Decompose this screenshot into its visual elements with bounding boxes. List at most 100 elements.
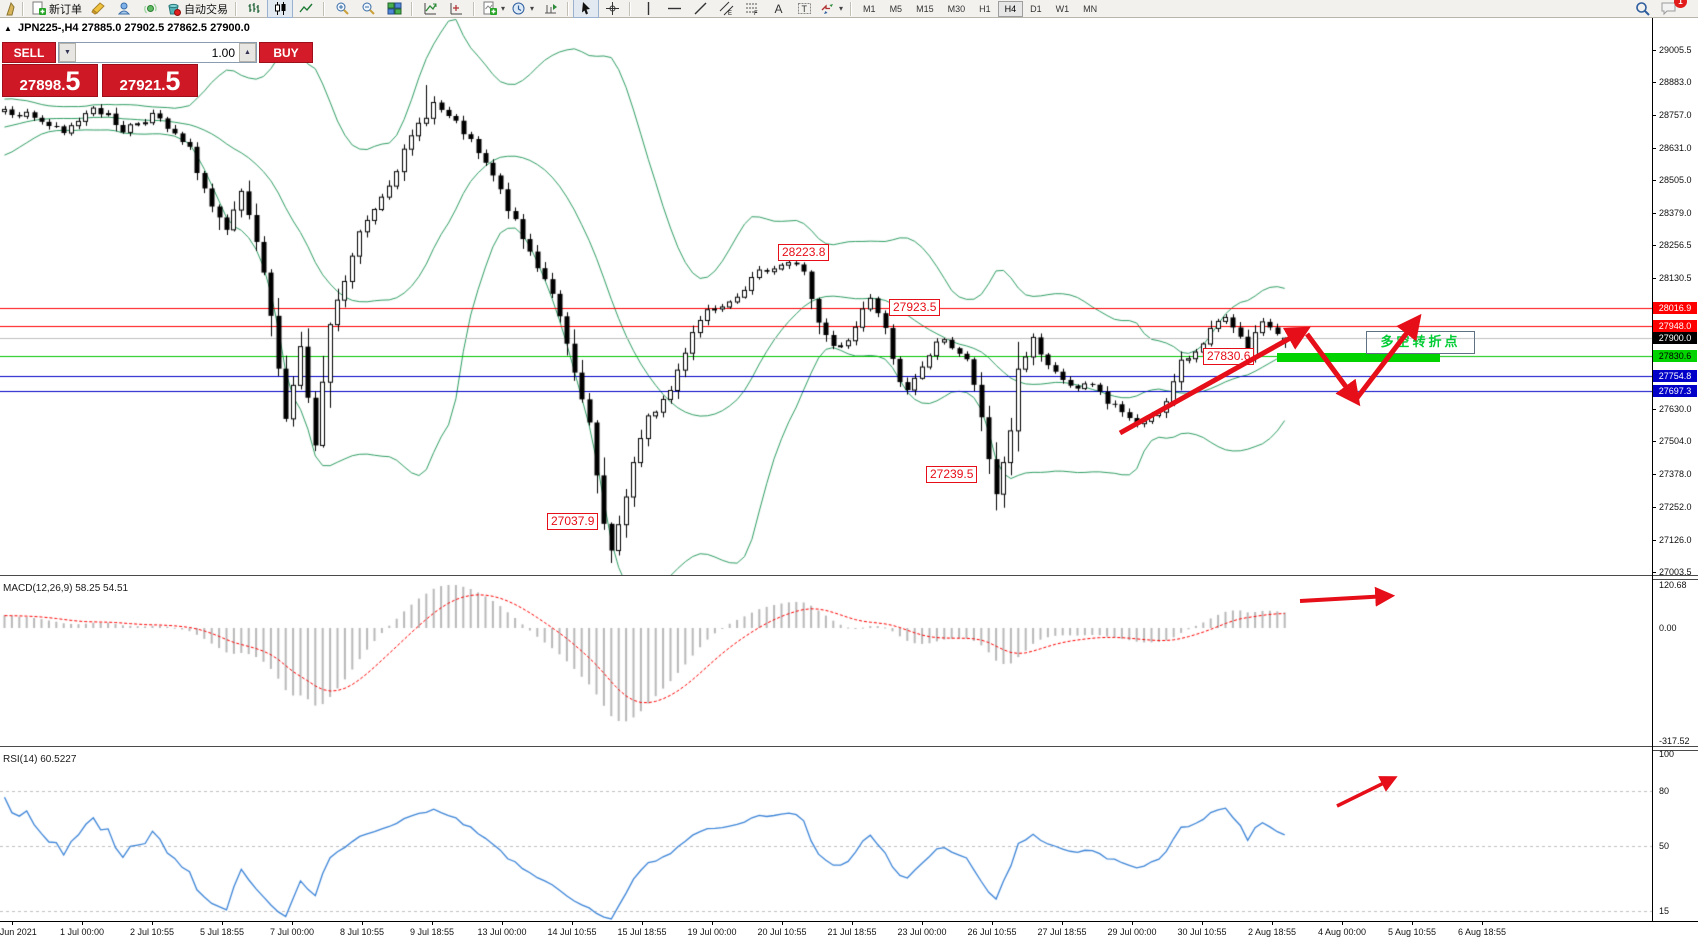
timeframe-button-m15[interactable]: M15: [916, 3, 934, 14]
price-axis-tick: [1652, 115, 1656, 116]
sell-button[interactable]: SELL: [2, 42, 56, 63]
macd-pane-canvas[interactable]: [0, 579, 1652, 746]
support-zone-band[interactable]: [1277, 353, 1440, 362]
fibonacci-tool-button[interactable]: F: [739, 0, 765, 18]
add-indicator-button[interactable]: ▾: [479, 0, 508, 18]
autotrade-button[interactable]: 自动交易: [163, 0, 231, 18]
svg-text:F: F: [754, 11, 758, 16]
timeframe-button-w1[interactable]: W1: [1055, 3, 1070, 14]
vertical-line-tool-button[interactable]: [635, 0, 661, 18]
timeframe-button-h1[interactable]: H1: [979, 3, 991, 14]
swing-price-label[interactable]: 28223.8: [778, 244, 830, 261]
period-axes-icon: [450, 3, 462, 15]
price-level-tag: 28016.9: [1653, 302, 1697, 314]
trendline-tool-button[interactable]: [687, 0, 713, 18]
channel-tool-button[interactable]: E: [713, 0, 739, 18]
rsi-value: 60.5227: [40, 754, 77, 765]
new-order-button[interactable]: 新订单: [28, 0, 85, 18]
label-tool-button[interactable]: T: [791, 0, 817, 18]
price-level-tag: 27948.0: [1653, 320, 1697, 332]
timeframe-button-m30[interactable]: M30: [947, 3, 966, 14]
text-icon: A: [774, 2, 782, 16]
time-axis-label: 30 Jul 10:55: [1177, 927, 1227, 937]
ohlc-open: 27885.0: [81, 22, 122, 34]
time-axis-label: 23 Jul 00:00: [897, 927, 947, 937]
chart-shift-button[interactable]: [537, 0, 563, 18]
time-axis-label: 4 Aug 00:00: [1317, 927, 1367, 937]
candlestick-mode-button[interactable]: [267, 0, 293, 18]
rsi-pane-canvas[interactable]: [0, 750, 1652, 921]
clipped-left-icon[interactable]: [2, 0, 18, 18]
new-order-icon: [32, 1, 46, 15]
price-axis-label: 29005.5: [1659, 45, 1692, 55]
timeframe-button-m1[interactable]: M1: [863, 3, 876, 14]
price-axis-label: 27252.0: [1659, 502, 1692, 512]
time-axis-tick: [12, 922, 13, 925]
volume-decrease-button[interactable]: ▼: [59, 43, 76, 62]
shapes-tool-button[interactable]: ▾: [817, 0, 846, 18]
time-axis-tick: [1202, 922, 1203, 925]
separator: [22, 1, 24, 16]
swing-price-label[interactable]: 27830.6: [1203, 348, 1255, 365]
price-chart-canvas[interactable]: [0, 18, 1652, 575]
crosshair-tool-button[interactable]: [599, 0, 625, 18]
market-watch-button[interactable]: [85, 0, 111, 18]
horizontal-line-tool-button[interactable]: [661, 0, 687, 18]
timeframe-button-d1[interactable]: D1: [1030, 3, 1042, 14]
search-button[interactable]: [1630, 0, 1656, 18]
price-axis-tick: [1652, 245, 1656, 246]
timeframe-button-mn[interactable]: MN: [1083, 3, 1098, 14]
label-icon: T: [797, 3, 811, 14]
separator: [629, 1, 632, 16]
time-axis-tick: [1272, 922, 1273, 925]
new-order-label: 新订单: [49, 3, 82, 16]
notification-badge: 1: [1674, 0, 1687, 8]
indicator-axis-label: 120.68: [1659, 580, 1687, 590]
candlestick-chart-icon: [274, 2, 285, 15]
zoom-out-button[interactable]: [355, 0, 381, 18]
text-tool-button[interactable]: A: [765, 0, 791, 18]
period-axes-button[interactable]: [443, 0, 469, 18]
time-axis-label: 20 Jul 10:55: [757, 927, 807, 937]
sell-price-display[interactable]: 27898. 5: [2, 64, 98, 97]
signals-button[interactable]: [137, 0, 163, 18]
chat-button[interactable]: 1: [1656, 0, 1687, 18]
time-axis-label: 29 Jul 00:00: [1107, 927, 1157, 937]
macd-values: 58.25 54.51: [75, 583, 129, 594]
swing-price-label[interactable]: 27239.5: [926, 466, 978, 483]
swing-price-label[interactable]: 27923.5: [889, 299, 941, 316]
timeframe-button-m5[interactable]: M5: [889, 3, 903, 14]
price-axis-label: 28883.0: [1659, 77, 1692, 87]
bar-chart-mode-button[interactable]: [241, 0, 267, 18]
data-window-button[interactable]: [111, 0, 137, 18]
toolbar: 新订单 自动交易 ▾ ▾: [0, 0, 1698, 18]
vertical-line-icon: [647, 2, 649, 15]
timeframe-button-h4[interactable]: H4: [997, 0, 1024, 17]
search-icon: [1636, 1, 1650, 16]
buy-price-display[interactable]: 27921. 5: [102, 64, 198, 97]
buy-button[interactable]: BUY: [259, 42, 313, 63]
zoom-in-button[interactable]: [329, 0, 355, 18]
indicator-axis-label: 80: [1659, 786, 1670, 796]
time-axis-label: 29 Jun 2021: [0, 927, 37, 937]
separator: [235, 1, 237, 16]
time-axis[interactable]: 29 Jun 2021 1 Jul 00:00 2 Jul 10:55 5 Jul 1…: [0, 921, 1698, 942]
time-axis-tick: [992, 922, 993, 925]
line-chart-mode-button[interactable]: [293, 0, 319, 18]
indicators-button[interactable]: [417, 0, 443, 18]
indicator-axis-label: -317.52: [1659, 736, 1690, 746]
indicator-axis-label: 15: [1659, 906, 1670, 916]
pivot-note-text[interactable]: 多空转折点: [1366, 331, 1475, 354]
cursor-tool-button[interactable]: [573, 0, 600, 18]
time-axis-tick: [922, 922, 923, 925]
swing-price-label[interactable]: 27037.9: [547, 513, 599, 530]
price-axis-tick: [1652, 507, 1656, 508]
clipped-icon: [6, 1, 15, 15]
volume-increase-button[interactable]: ▲: [239, 43, 256, 62]
tile-windows-button[interactable]: [381, 0, 407, 18]
volume-input[interactable]: [76, 43, 239, 62]
triangle-icon: ▲: [4, 24, 12, 33]
time-axis-tick: [852, 922, 853, 925]
timeframe-clock-button[interactable]: ▾: [508, 0, 537, 18]
price-axis-tick: [1652, 540, 1656, 541]
